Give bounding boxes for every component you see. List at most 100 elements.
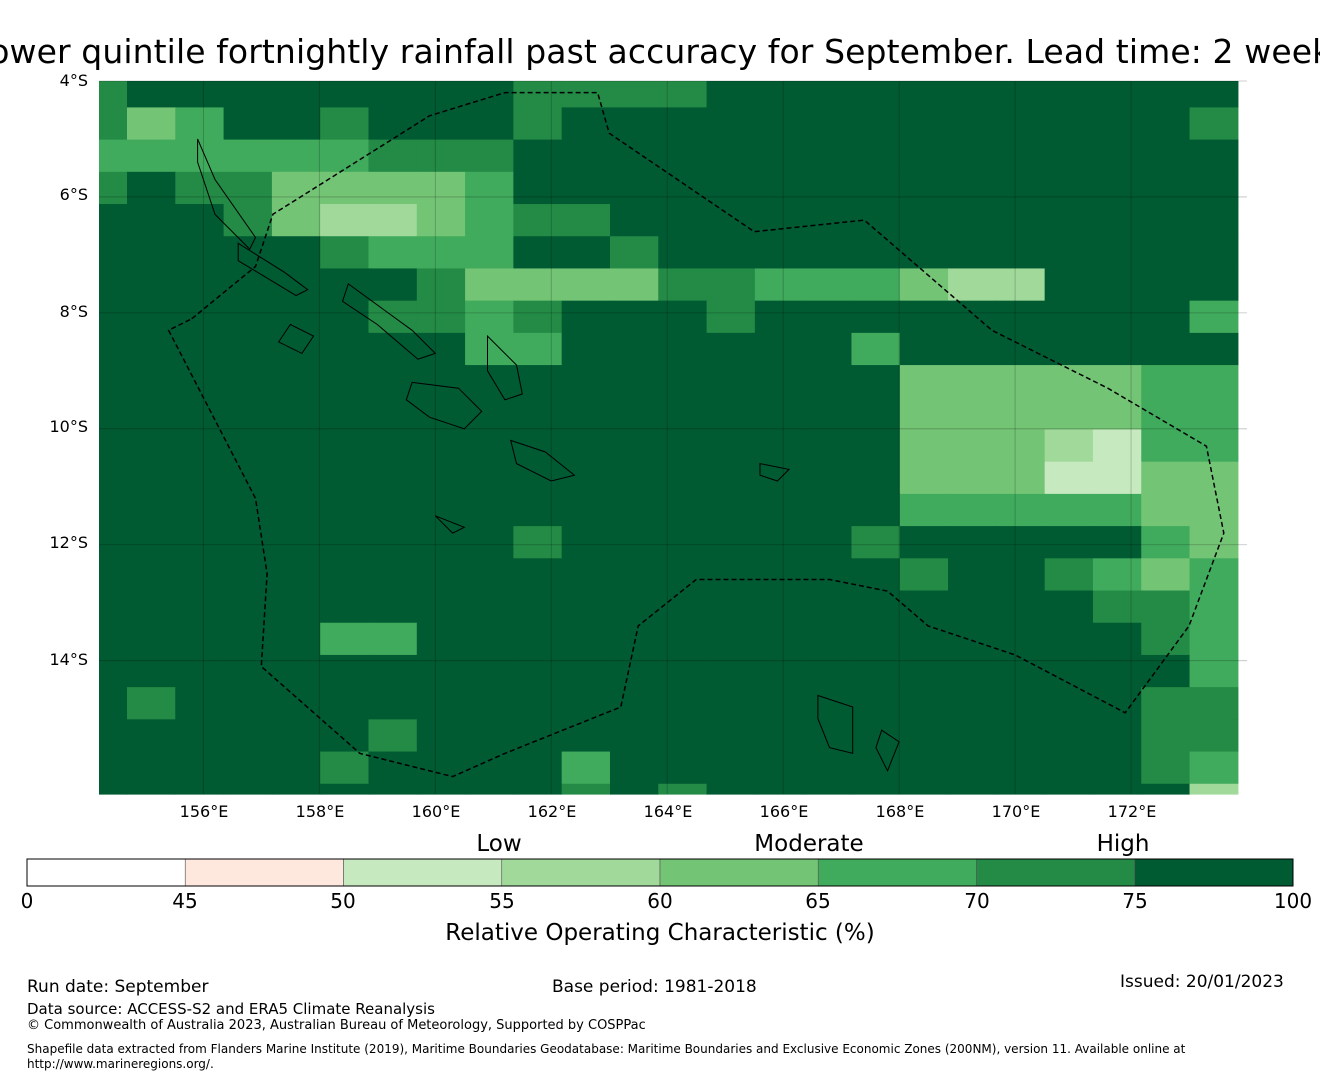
roc-cell [561, 139, 611, 173]
roc-cell [513, 558, 563, 592]
roc-cell [658, 590, 708, 624]
roc-cell [803, 107, 853, 141]
roc-cell [513, 687, 563, 720]
roc-cell [948, 590, 997, 624]
roc-cell [223, 107, 273, 141]
roc-cell [1189, 526, 1239, 559]
colorbar-segment [343, 858, 503, 887]
data-source: Data source: ACCESS-S2 and ERA5 Climate … [27, 1000, 435, 1018]
roc-cell [899, 107, 949, 141]
roc-cell [416, 81, 466, 109]
roc-cell [948, 622, 997, 656]
roc-cell [658, 526, 708, 559]
colorbar-segment [184, 858, 344, 887]
roc-cell [465, 139, 514, 173]
roc-cell [996, 81, 1046, 109]
roc-cell [706, 204, 756, 237]
roc-cell [271, 719, 321, 753]
roc-cell [99, 654, 128, 688]
roc-cell [223, 719, 273, 753]
roc-cell [465, 365, 514, 398]
roc-cell [1189, 590, 1239, 624]
roc-cell [754, 171, 804, 205]
roc-cell [948, 365, 997, 398]
roc-cell [899, 332, 949, 366]
roc-cell [416, 107, 466, 141]
roc-cell [609, 332, 659, 366]
roc-cell [175, 268, 225, 302]
roc-cell [754, 461, 804, 495]
roc-cell [996, 783, 1046, 795]
island-outline [197, 138, 257, 250]
roc-cell [609, 81, 659, 109]
roc-cell [223, 687, 273, 720]
roc-cell [658, 236, 708, 270]
lat-label: 10°S [49, 417, 88, 436]
roc-cell [320, 654, 370, 688]
roc-cell [416, 654, 466, 688]
legend-category-low: Low [476, 831, 522, 857]
roc-cell [561, 268, 611, 302]
roc-cell [416, 332, 466, 366]
roc-cell [99, 558, 128, 592]
map-title: Lower quintile fortnightly rainfall past… [0, 32, 1320, 71]
roc-cell [513, 236, 563, 270]
roc-cell [175, 365, 225, 398]
lon-label: 170°E [991, 802, 1041, 821]
roc-cell [1189, 622, 1239, 656]
colorbar-tick: 60 [647, 889, 673, 913]
roc-cell [561, 236, 611, 270]
lat-label: 6°S [59, 185, 88, 204]
roc-cell [658, 622, 708, 656]
roc-cell [416, 236, 466, 270]
roc-cell [1141, 107, 1191, 141]
roc-cell [706, 719, 756, 753]
roc-cell [1141, 719, 1191, 753]
roc-cell [754, 332, 804, 366]
roc-cell [948, 558, 997, 592]
roc-cell [803, 654, 853, 688]
roc-cell [1141, 493, 1191, 527]
roc-cell [1141, 526, 1191, 559]
roc-cell [175, 526, 225, 559]
roc-cell [948, 397, 997, 431]
roc-cell [706, 429, 756, 463]
roc-cell [1044, 783, 1094, 795]
lon-label: 168°E [875, 802, 925, 821]
roc-cell [899, 236, 949, 270]
lon-label: 166°E [759, 802, 809, 821]
roc-cell [899, 204, 949, 237]
roc-cell [223, 622, 273, 656]
lat-label: 8°S [59, 302, 88, 321]
roc-cell [609, 558, 659, 592]
roc-cell [223, 268, 273, 302]
roc-cell [1141, 332, 1191, 366]
roc-cell [368, 429, 418, 463]
roc-cell [465, 171, 514, 205]
roc-cell [996, 429, 1046, 463]
roc-cell [1141, 204, 1191, 237]
roc-cell [175, 81, 225, 109]
roc-cell [1092, 719, 1142, 753]
roc-cell [368, 493, 418, 527]
island-outline [277, 323, 315, 355]
roc-cell [609, 590, 659, 624]
roc-cell [513, 139, 563, 173]
roc-cell [1141, 654, 1191, 688]
roc-cell [948, 461, 997, 495]
roc-cell [1189, 268, 1239, 302]
roc-cell [609, 429, 659, 463]
roc-cell [271, 751, 321, 785]
roc-cell [368, 590, 418, 624]
roc-cell [175, 397, 225, 431]
roc-cell [1189, 139, 1239, 173]
roc-cell [1092, 268, 1142, 302]
roc-cell [706, 751, 756, 785]
roc-cell [513, 622, 563, 656]
roc-cell [609, 622, 659, 656]
island-outline [817, 694, 854, 755]
roc-cell [271, 139, 321, 173]
roc-cell [175, 332, 225, 366]
roc-cell [223, 654, 273, 688]
